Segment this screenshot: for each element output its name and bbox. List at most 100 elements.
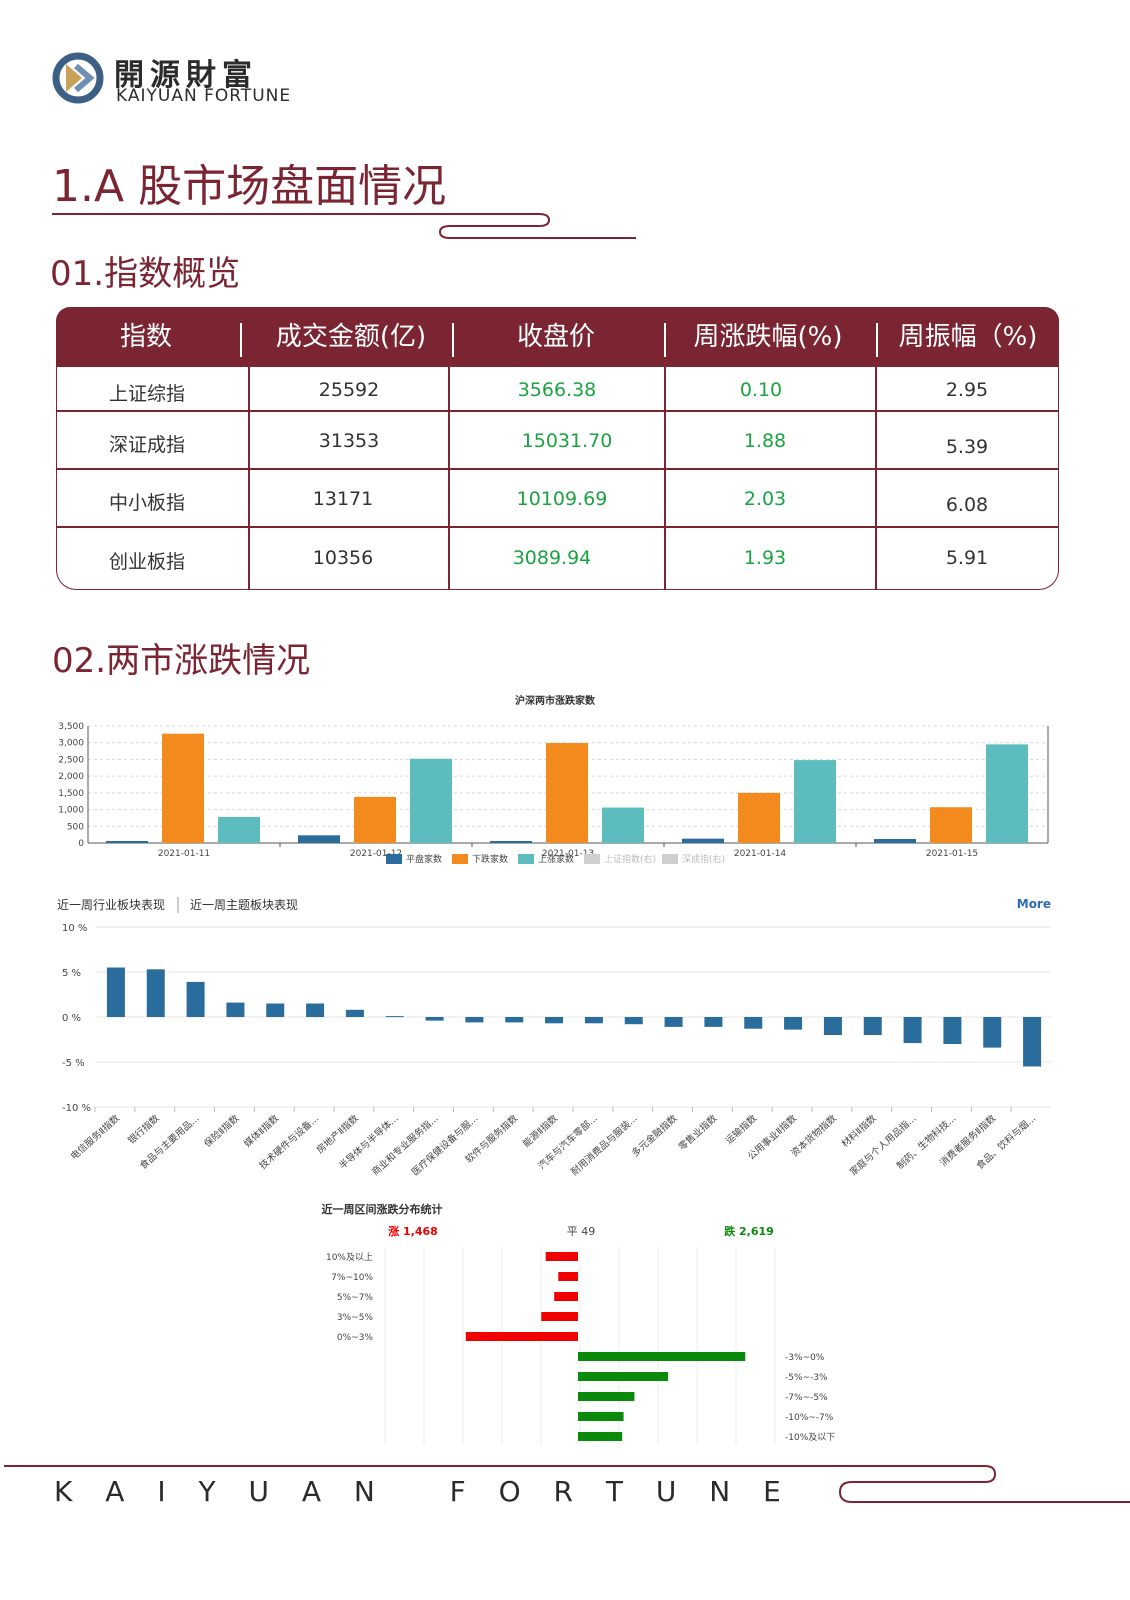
- sector-bar: [704, 1017, 723, 1027]
- legend-label: 下跌家数: [472, 853, 508, 865]
- chart-title: 近一周区间涨跌分布统计: [322, 1202, 443, 1216]
- down-bin-bar: [578, 1372, 669, 1381]
- table-cell-turnover: 13171: [312, 488, 374, 510]
- up-bin-label: 7%~10%: [331, 1273, 373, 1283]
- sector-bar: [186, 981, 205, 1017]
- bar-up: [602, 807, 644, 843]
- y-tick-label: 0: [78, 839, 84, 849]
- x-tick-label: 耐用消费品与服装...: [569, 1112, 640, 1178]
- sector-bar: [664, 1017, 683, 1027]
- header-separator: [876, 323, 878, 357]
- header-separator: [664, 323, 666, 357]
- title-underline-decoration: [52, 213, 636, 239]
- row-divider: [57, 410, 1058, 412]
- header-separator: [452, 323, 454, 357]
- sector-bar: [465, 1017, 484, 1023]
- legend-label: 上涨家数: [538, 853, 574, 865]
- x-tick-label: 2021-01-12: [350, 849, 402, 859]
- table-cell-weekly-amplitude: 5.39: [945, 436, 989, 458]
- table-cell-index-name: 上证综指: [108, 383, 185, 405]
- chart-title: 沪深两市涨跌家数: [515, 694, 596, 707]
- table-cell-turnover: 25592: [318, 379, 380, 401]
- flat-count-label: 平 49: [567, 1225, 596, 1238]
- bar-flat: [874, 838, 916, 843]
- bar-flat: [106, 840, 148, 843]
- sector-performance-chart: 近一周行业板块表现 近一周主题板块表现 More 10 % 5 % 0 % -5 % -10 …: [57, 897, 1051, 1178]
- table-cell-weekly-change: 2.03: [743, 488, 787, 510]
- header-weekly-amplitude: 周振幅（%): [898, 322, 1038, 352]
- down-bin-label: -10%及以下: [785, 1432, 835, 1443]
- up-bin-label: 3%~5%: [337, 1313, 374, 1323]
- more-link[interactable]: More: [1017, 897, 1051, 911]
- legend-label: 上证指数(右): [604, 853, 656, 865]
- bar-down: [930, 807, 972, 843]
- row-divider: [57, 468, 1058, 470]
- bar-down: [738, 792, 780, 843]
- sector-bar: [983, 1017, 1002, 1048]
- table-cell-weekly-amplitude: 5.91: [945, 547, 989, 569]
- bar-up: [986, 744, 1028, 843]
- y-tick-label: 5 %: [62, 968, 81, 979]
- table-cell-weekly-change: 1.88: [743, 430, 787, 452]
- table-header-row: 指数 成交金额(亿) 收盘价 周涨跌幅(%) 周振幅（%): [56, 307, 1059, 367]
- table-cell-weekly-change: 0.10: [739, 379, 783, 401]
- x-tick-label: 能源Ⅱ指数: [520, 1112, 560, 1150]
- sector-bar: [903, 1017, 922, 1044]
- advance-decline-count-chart: 沪深两市涨跌家数 0 500 1,000 1,500 2,000 2,500 3,000 3,5…: [58, 694, 1049, 865]
- bar-down: [546, 743, 588, 843]
- y-tick-label: -10 %: [62, 1103, 91, 1114]
- brand-name-en: KAIYUAN FORTUNE: [116, 86, 292, 106]
- bar-up: [794, 760, 836, 843]
- column-divider: [875, 367, 877, 589]
- column-divider: [664, 367, 666, 589]
- down-bin-bar: [578, 1432, 623, 1441]
- y-tick-label: -5 %: [62, 1058, 85, 1069]
- bar-flat: [682, 838, 724, 843]
- legend-swatch: [452, 854, 468, 864]
- column-divider: [448, 367, 450, 589]
- down-count-label: 跌 2,619: [724, 1224, 774, 1238]
- up-bin-label: 0%~3%: [337, 1333, 374, 1343]
- x-tick-label: 银行指数: [125, 1112, 162, 1147]
- bar-flat: [298, 835, 340, 843]
- sector-bar: [1023, 1017, 1042, 1067]
- table-cell-close: 3089.94: [512, 547, 592, 569]
- sector-bar: [784, 1017, 803, 1030]
- table-cell-index-name: 创业板指: [108, 551, 185, 573]
- bar-up: [410, 758, 452, 843]
- sector-bar: [385, 1016, 404, 1018]
- sector-bar: [306, 1003, 325, 1017]
- sector-bar: [584, 1017, 603, 1024]
- y-tick-label: 2,000: [58, 772, 84, 782]
- sector-bar: [624, 1017, 643, 1025]
- y-tick-label: 10 %: [62, 923, 87, 934]
- brand-name-cn: 開源財富: [114, 58, 258, 93]
- sector-bar: [943, 1017, 962, 1044]
- x-tick-label: 2021-01-11: [158, 849, 210, 859]
- up-bin-bar: [558, 1272, 578, 1281]
- y-tick-label: 2,500: [58, 755, 84, 765]
- legend-label: 深成指(右): [682, 853, 725, 865]
- sector-bar: [266, 1003, 285, 1017]
- sector-bar: [863, 1017, 882, 1035]
- table-cell-close: 3566.38: [517, 379, 597, 401]
- sector-bar: [505, 1017, 524, 1023]
- sector-bar: [146, 969, 165, 1017]
- down-bin-label: -10%~-7%: [785, 1413, 834, 1423]
- sector-bar: [226, 1002, 245, 1017]
- x-tick-label: 保险Ⅱ指数: [202, 1112, 242, 1150]
- header-separator: [240, 323, 242, 357]
- down-bin-label: -3%~0%: [785, 1353, 825, 1363]
- header-weekly-change: 周涨跌幅(%): [693, 322, 843, 352]
- up-count-label: 涨 1,468: [388, 1224, 438, 1238]
- legend-label: 平盘家数: [406, 853, 442, 865]
- down-bin-label: -5%~-3%: [785, 1373, 828, 1383]
- x-tick-label: 2021-01-13: [542, 849, 594, 859]
- table-cell-close: 15031.70: [521, 430, 613, 452]
- x-tick-label: 运输指数: [723, 1112, 760, 1147]
- y-tick-label: 1,500: [58, 789, 84, 799]
- up-bin-label: 5%~7%: [337, 1293, 374, 1303]
- up-bin-bar: [541, 1312, 578, 1321]
- x-tick-label: 商业和专业服务指...: [369, 1112, 440, 1178]
